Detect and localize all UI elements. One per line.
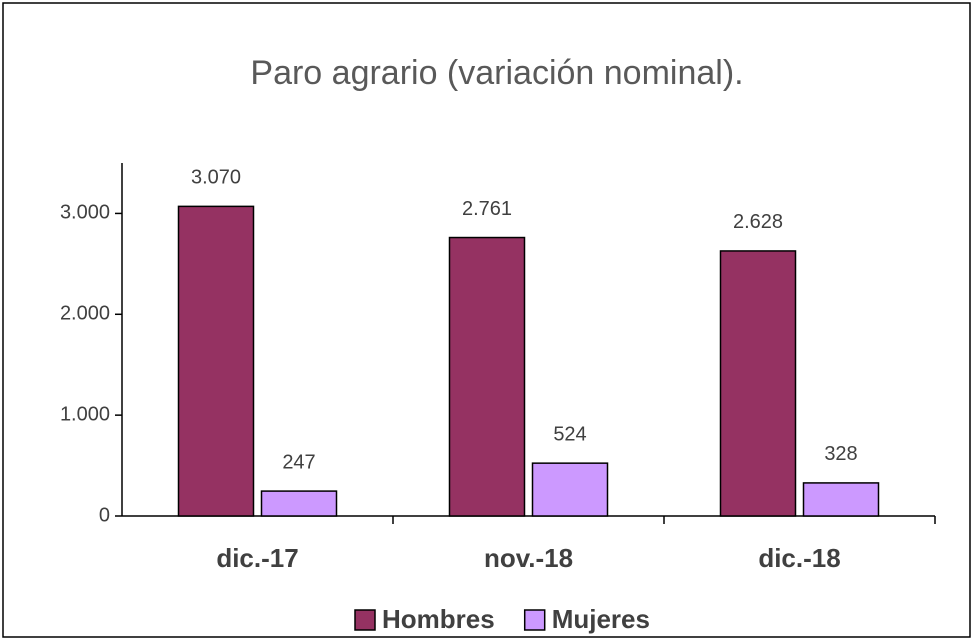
bar: [448, 236, 526, 517]
value-label: 328: [824, 443, 857, 465]
legend-swatch: [523, 609, 546, 631]
bar: [719, 250, 797, 517]
legend-swatch: [354, 609, 376, 631]
value-label: 2.761: [462, 198, 512, 220]
value-label: 524: [553, 423, 586, 445]
y-tick-label: 3.000: [60, 202, 110, 224]
bar: [531, 462, 609, 517]
value-label: 2.628: [733, 211, 783, 233]
y-tick-label: 1.000: [60, 403, 110, 425]
x-tick-label: nov.-18: [484, 543, 573, 573]
value-label: 247: [282, 451, 315, 473]
bar: [260, 490, 338, 517]
bar: [802, 482, 880, 517]
legend-label: Hombres: [382, 604, 495, 634]
x-tick-label: dic.-17: [216, 543, 298, 573]
y-tick-label: 0: [99, 504, 110, 526]
chart-title: Paro agrario (variación nominal).: [250, 54, 743, 92]
bar: [177, 205, 255, 517]
legend-label: Mujeres: [552, 604, 650, 634]
x-tick-label: dic.-18: [758, 543, 840, 573]
y-tick-label: 2.000: [60, 303, 110, 325]
value-label: 3.070: [191, 167, 241, 189]
